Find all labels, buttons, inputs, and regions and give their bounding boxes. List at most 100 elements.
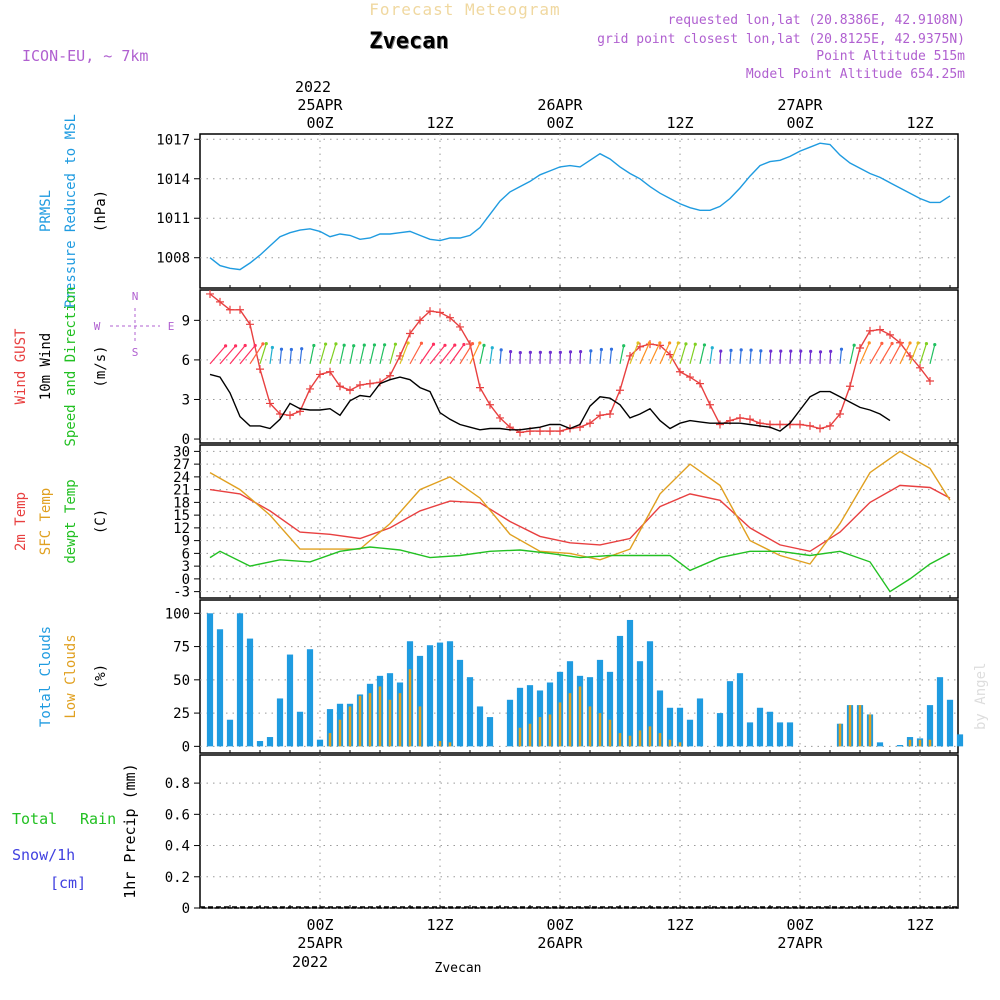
gust-marker — [256, 365, 264, 374]
y-tick-label: 1014 — [156, 172, 190, 188]
wind-arrow-head — [482, 343, 486, 347]
wind-arrow-head — [490, 346, 494, 350]
total-cloud-bar — [676, 707, 684, 747]
low-cloud-bar — [648, 726, 652, 747]
y-tick-label: 30 — [173, 444, 190, 460]
total-cloud-bar — [766, 711, 774, 747]
low-cloud-bar — [628, 735, 632, 747]
wind-direction-arrow — [879, 343, 893, 365]
bottom-date-label: 25APR — [297, 934, 343, 952]
wind-direction-arrow — [659, 342, 671, 365]
total-cloud-bar — [476, 706, 484, 747]
gust-marker — [746, 415, 754, 424]
wind-direction-arrow — [739, 349, 742, 364]
wind-direction-arrow — [669, 342, 679, 365]
wind-direction-arrow — [839, 349, 843, 364]
wind-direction-arrow — [379, 344, 386, 365]
y-tick-label: 9 — [182, 534, 190, 550]
compass-e: E — [168, 320, 175, 333]
gust-marker — [796, 420, 804, 429]
total-cloud-bar — [236, 613, 244, 747]
y-tick-label: 6 — [182, 353, 190, 369]
wind-arrow-head — [289, 347, 293, 352]
gust-marker — [416, 316, 424, 325]
wind-arrow-head — [233, 344, 238, 348]
gust-marker — [606, 409, 614, 418]
wind-direction-arrow — [779, 351, 782, 364]
total-cloud-bar — [316, 739, 324, 747]
gust-marker — [496, 413, 504, 422]
wind-direction-arrow — [829, 351, 832, 364]
wind-arrow-head — [693, 342, 697, 346]
wind-arrow-head — [599, 347, 603, 352]
total-cloud-bar — [956, 734, 964, 747]
compass-s: S — [132, 346, 139, 359]
low-cloud-bar — [868, 714, 872, 747]
y-tick-label: 0 — [182, 901, 190, 917]
wind-direction-arrow — [639, 342, 650, 365]
gust-marker — [386, 371, 394, 380]
bottom-hour-label: 12Z — [906, 916, 933, 934]
total-cloud-bar — [596, 659, 604, 747]
total-cloud-bar — [456, 659, 464, 747]
wind-direction-arrow — [819, 351, 822, 364]
gust-marker — [616, 386, 624, 395]
gust-marker — [546, 427, 554, 436]
bottom-hour-label: 00Z — [786, 916, 813, 934]
gust-marker — [596, 411, 604, 420]
bottom-time-axis: 00Z 12Z 00Z 12Z 00Z 12Z 25APR 26APR 27APR — [297, 916, 933, 952]
low-cloud-bar — [348, 706, 352, 747]
bottom-year-label: 2022 — [292, 953, 328, 971]
wind-arrow-head — [261, 342, 265, 346]
bottom-hour-label: 12Z — [666, 916, 693, 934]
wind-direction-arrow — [349, 345, 355, 364]
gust-marker — [406, 329, 414, 338]
wind-direction-arrow — [699, 344, 706, 364]
total-cloud-bar — [626, 619, 634, 747]
total-cloud-bar — [426, 645, 434, 747]
wind-arrow-head — [779, 349, 783, 353]
wind-arrow-head — [684, 342, 688, 346]
low-cloud-bar — [578, 686, 582, 747]
total-cloud-bar — [616, 635, 624, 747]
wind-direction-arrow — [609, 349, 613, 364]
wind-arrow-head — [739, 348, 743, 352]
gust-marker — [926, 377, 934, 386]
gust-marker — [306, 384, 314, 393]
wind-arrow-head — [352, 344, 356, 348]
wind-arrow-head — [264, 342, 268, 346]
y-axis-label: dewpt Temp — [63, 479, 79, 563]
gust-marker — [216, 297, 224, 306]
gust-marker — [876, 325, 884, 334]
wind-arrow-head — [406, 341, 410, 345]
y-axis-label: Low Clouds — [63, 634, 79, 718]
wind-arrow-head — [636, 341, 640, 345]
gust-marker — [696, 379, 704, 388]
top-title: Forecast Meteogram — [369, 0, 560, 19]
compass-w: W — [94, 320, 101, 333]
gust-marker — [246, 320, 254, 329]
total-cloud-bar — [636, 661, 644, 747]
total-cloud-bar — [266, 737, 274, 747]
gust-marker — [556, 427, 564, 436]
top-hour-label: 00Z — [786, 114, 813, 132]
wind-arrow-head — [518, 350, 522, 355]
point-altitude: Point Altitude 515m — [816, 49, 965, 64]
low-cloud-bar — [538, 717, 542, 747]
low-cloud-bar — [448, 742, 452, 747]
wind-arrow-head — [508, 349, 513, 354]
top-hour-label: 12Z — [426, 114, 453, 132]
wind-direction-arrow — [409, 342, 422, 365]
total-cloud-bar — [696, 698, 704, 747]
wind-arrow-head — [867, 341, 871, 345]
wind-arrow-head — [578, 349, 583, 354]
wind-arrow-head — [362, 343, 366, 347]
wind-direction-arrow — [479, 345, 485, 364]
wind-direction-arrow — [909, 342, 919, 365]
y-tick-label: 1011 — [156, 211, 190, 227]
y-tick-label: 0.8 — [165, 776, 190, 792]
wind-direction-arrow — [749, 350, 752, 364]
gust-marker — [816, 424, 824, 433]
wind-direction-arrow — [619, 345, 625, 364]
wind-arrow-head — [270, 345, 274, 350]
